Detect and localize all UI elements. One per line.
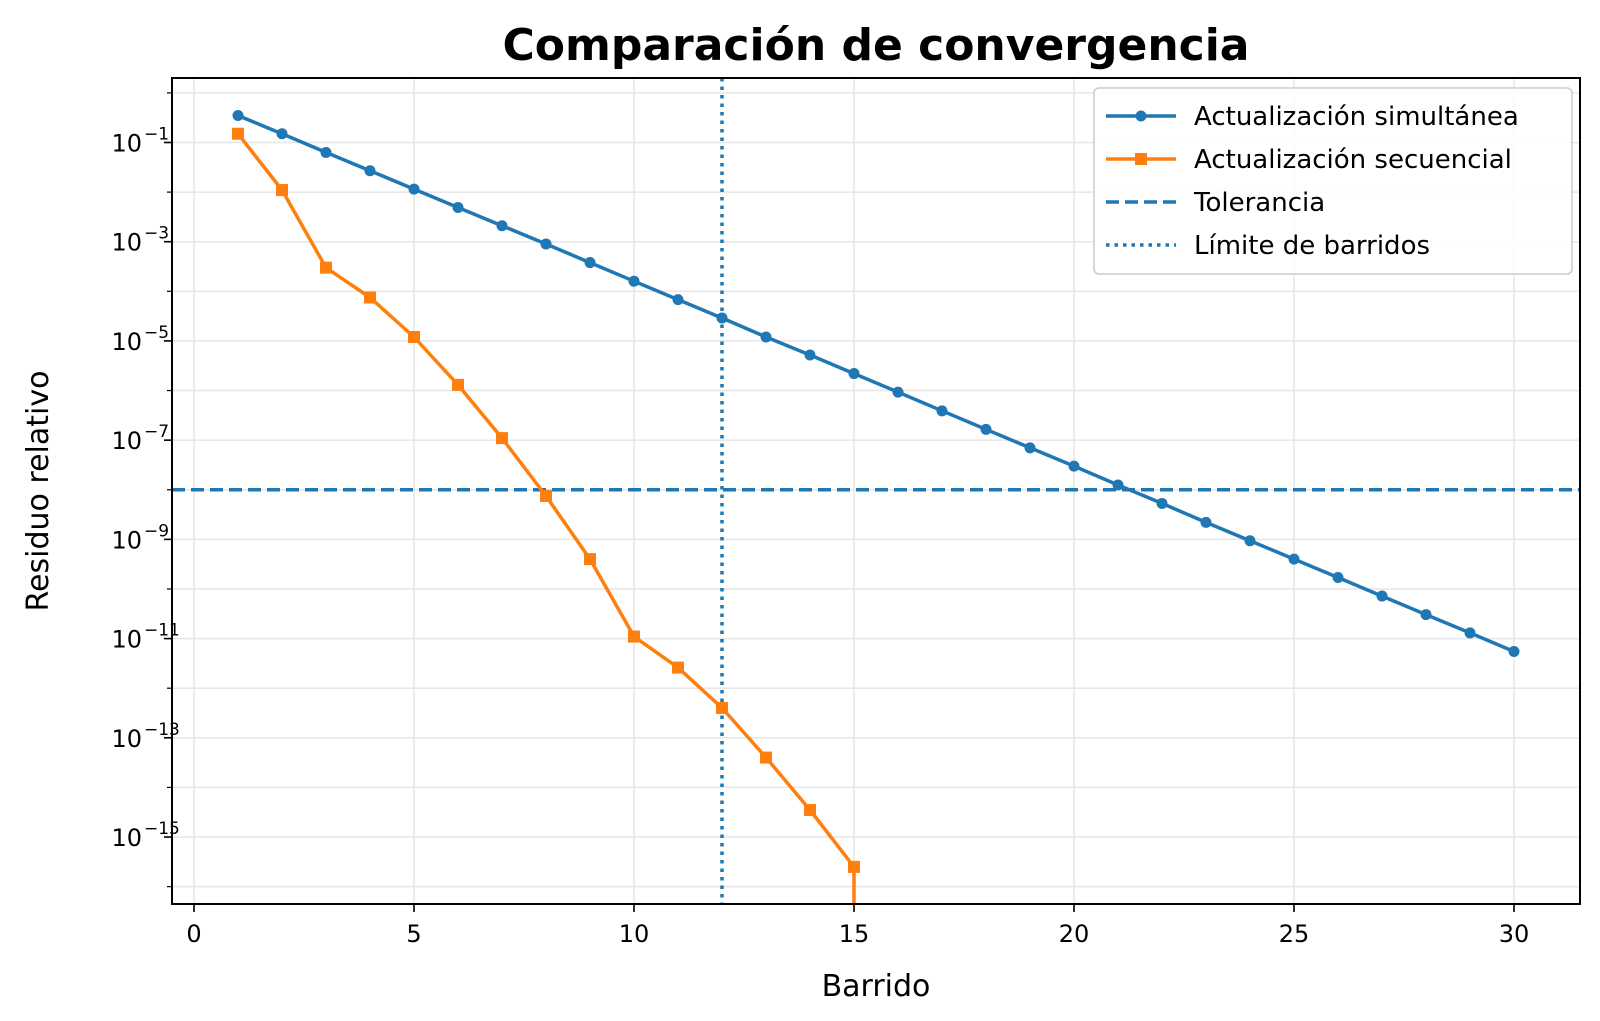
series-1 [232,110,1520,657]
data-point [584,553,596,566]
legend-item: Límite de barridos [1106,231,1430,261]
data-point [1288,553,1300,565]
data-point [584,257,596,269]
data-point [540,238,552,250]
data-point [672,661,684,674]
data-point [1420,609,1432,621]
data-point [936,405,948,417]
y-tick-exponent: −3 [144,224,169,244]
x-tick-label: 20 [1059,920,1090,948]
x-tick-label: 30 [1499,920,1530,948]
y-tick-label: 10 [111,328,142,356]
y-tick-label: 10 [111,725,142,753]
legend-item: Tolerancia [1106,188,1325,218]
data-point [716,701,728,714]
data-point [1332,572,1344,584]
data-point [892,386,904,398]
legend-label: Actualización secuencial [1194,145,1512,175]
data-point [980,423,992,435]
data-point [1508,645,1520,657]
data-point [1068,460,1080,472]
y-tick-exponent: −15 [144,819,180,839]
legend-item: Actualización simultánea [1106,102,1519,132]
data-point [276,184,288,197]
data-point [452,201,464,213]
chart-title: Comparación de convergencia [502,20,1249,71]
y-tick-label: 10 [111,526,142,554]
legend-item: Actualización secuencial [1106,145,1512,175]
data-point [1464,627,1476,639]
data-point [408,183,420,195]
data-point [804,349,816,361]
data-point [496,432,508,445]
series-line [236,132,856,904]
data-point [276,128,288,140]
y-axis-label: Residuo relativo [21,371,56,612]
x-axis-label: Barrido [822,969,931,1004]
data-point [1200,516,1212,528]
x-ticks: 0 5 10 15 20 25 30 [186,904,1529,948]
data-point [1244,535,1256,547]
data-point [628,630,640,643]
y-tick-label: 10 [111,427,142,455]
data-point [320,261,332,274]
y-tick-label: 10 [111,824,142,852]
data-point [716,312,728,324]
y-tick-exponent: −9 [144,521,169,541]
data-point [1024,442,1036,454]
y-tick-exponent: −1 [144,124,169,144]
x-tick-label: 15 [839,920,870,948]
legend-label: Actualización simultánea [1194,102,1519,132]
x-tick-label: 0 [186,920,201,948]
legend-marker [1135,153,1147,165]
y-tick-exponent: −5 [144,323,169,343]
data-point [760,331,772,343]
data-point [1376,590,1388,602]
data-point [320,146,332,158]
data-point [496,220,508,232]
data-point [848,368,860,380]
x-tick-label: 5 [406,920,421,948]
series-2 [232,127,860,904]
legend: Actualización simultánea Actualización se… [1093,87,1573,275]
data-point [848,860,860,873]
x-tick-label: 10 [619,920,650,948]
legend-box [1093,87,1573,275]
plot-frame [171,77,1581,905]
data-point [364,165,376,177]
data-point [628,275,640,287]
data-point [364,291,376,304]
legend-label: Tolerancia [1193,188,1325,218]
data-point [804,804,816,817]
data-point [1112,479,1124,491]
data-point [760,751,772,764]
data-point [1156,497,1168,509]
data-point [672,294,684,306]
series-line [237,113,1515,654]
y-tick-label: 10 [111,129,142,157]
data-point [408,331,420,344]
data-point [232,110,244,122]
data-point [540,489,552,502]
y-tick-label: 10 [111,229,142,257]
x-tick-label: 25 [1279,920,1310,948]
y-tick-exponent: −11 [144,621,180,641]
y-tick-exponent: −13 [144,720,180,740]
data-point [232,127,244,140]
data-point [452,378,464,391]
legend-marker [1135,110,1147,122]
y-tick-label: 10 [111,626,142,654]
legend-label: Límite de barridos [1194,231,1430,261]
y-tick-exponent: −7 [144,422,169,442]
